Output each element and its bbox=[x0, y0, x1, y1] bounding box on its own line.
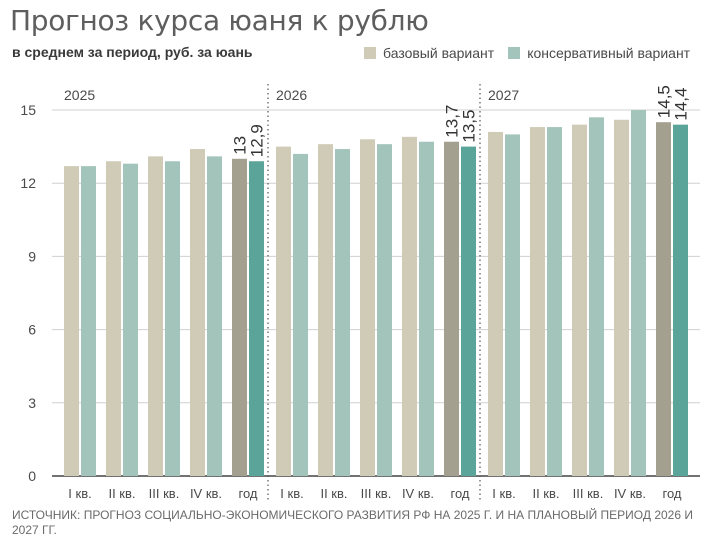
bar-base bbox=[614, 119, 629, 476]
y-tick-label: 6 bbox=[28, 322, 36, 338]
y-tick-label: 15 bbox=[20, 102, 36, 118]
bar-base bbox=[106, 161, 121, 476]
legend-item-cons: консервативный вариант bbox=[508, 45, 690, 61]
x-tick-label: II кв. bbox=[532, 486, 559, 501]
chart-subtitle: в среднем за период, руб. за юань bbox=[12, 44, 253, 60]
bar-conservative bbox=[419, 141, 434, 476]
x-tick-label: I кв. bbox=[68, 486, 91, 501]
x-tick-label: I кв. bbox=[492, 486, 515, 501]
x-tick-label: IV кв. bbox=[190, 486, 222, 501]
bar-conservative bbox=[673, 124, 688, 476]
chart-title: Прогноз курса юаня к рублю bbox=[10, 4, 429, 37]
bar-base bbox=[488, 131, 503, 476]
x-tick-label: год bbox=[239, 486, 258, 501]
data-label-conservative: 14,4 bbox=[672, 88, 691, 121]
bar-conservative bbox=[165, 161, 180, 476]
bar-base bbox=[572, 124, 587, 476]
bar-base bbox=[402, 136, 417, 476]
x-tick-label: III кв. bbox=[149, 486, 180, 501]
legend-swatch-base bbox=[364, 47, 376, 59]
y-tick-label: 9 bbox=[28, 248, 36, 264]
bar-base bbox=[232, 158, 247, 477]
bar-base bbox=[276, 146, 291, 476]
data-label-conservative: 13,5 bbox=[460, 110, 479, 143]
y-tick-label: 3 bbox=[28, 395, 36, 411]
y-tick-label: 0 bbox=[28, 468, 36, 484]
data-label-base: 14,5 bbox=[655, 85, 674, 118]
x-tick-label: III кв. bbox=[361, 486, 392, 501]
bar-conservative bbox=[293, 153, 308, 477]
bar-conservative bbox=[589, 117, 604, 476]
x-tick-label: год bbox=[663, 486, 682, 501]
bar-base bbox=[360, 139, 375, 476]
year-label-2027: 2027 bbox=[488, 87, 519, 103]
source-note: ИСТОЧНИК: ПРОГНОЗ СОЦИАЛЬНО-ЭКОНОМИЧЕСКО… bbox=[12, 508, 693, 537]
legend-item-base: базовый вариант bbox=[364, 45, 494, 61]
x-tick-label: IV кв. bbox=[402, 486, 434, 501]
legend-label-base: базовый вариант bbox=[383, 45, 495, 61]
legend-swatch-cons bbox=[508, 47, 521, 59]
bar-base bbox=[318, 144, 333, 476]
x-tick-label: IV кв. bbox=[614, 486, 646, 501]
data-label-base: 13,7 bbox=[443, 105, 462, 138]
chart-legend: базовый вариант консервативный вариант bbox=[364, 45, 704, 61]
bar-base bbox=[190, 149, 205, 476]
bar-conservative bbox=[631, 110, 646, 476]
data-label-base: 13 bbox=[231, 136, 250, 155]
x-tick-label: III кв. bbox=[573, 486, 604, 501]
bar-conservative bbox=[207, 156, 222, 477]
bar-conservative bbox=[81, 166, 96, 476]
bar-base bbox=[530, 127, 545, 476]
bar-conservative bbox=[335, 149, 350, 476]
bar-conservative bbox=[461, 146, 476, 476]
legend-label-cons: консервативный вариант bbox=[527, 45, 691, 61]
bar-base bbox=[64, 166, 79, 476]
bar-conservative bbox=[505, 134, 520, 476]
x-tick-label: II кв. bbox=[108, 486, 135, 501]
year-label-2025: 2025 bbox=[64, 87, 95, 103]
x-tick-label: год bbox=[451, 486, 470, 501]
bar-base bbox=[444, 141, 459, 476]
bar-base bbox=[148, 156, 163, 477]
bar-conservative bbox=[123, 163, 138, 476]
year-label-2026: 2026 bbox=[276, 87, 307, 103]
bar-base bbox=[656, 122, 671, 476]
x-tick-label: II кв. bbox=[320, 486, 347, 501]
chart-plot: 0 3 6 9 12 15 2025 I кв. II кв. III кв. IV кв. год 1… bbox=[20, 84, 700, 502]
bar-conservative bbox=[377, 144, 392, 476]
bar-conservative bbox=[249, 161, 264, 476]
y-tick-label: 12 bbox=[20, 175, 36, 191]
x-tick-label: I кв. bbox=[280, 486, 303, 501]
bar-conservative bbox=[547, 127, 562, 476]
data-label-conservative: 12,9 bbox=[248, 124, 267, 157]
